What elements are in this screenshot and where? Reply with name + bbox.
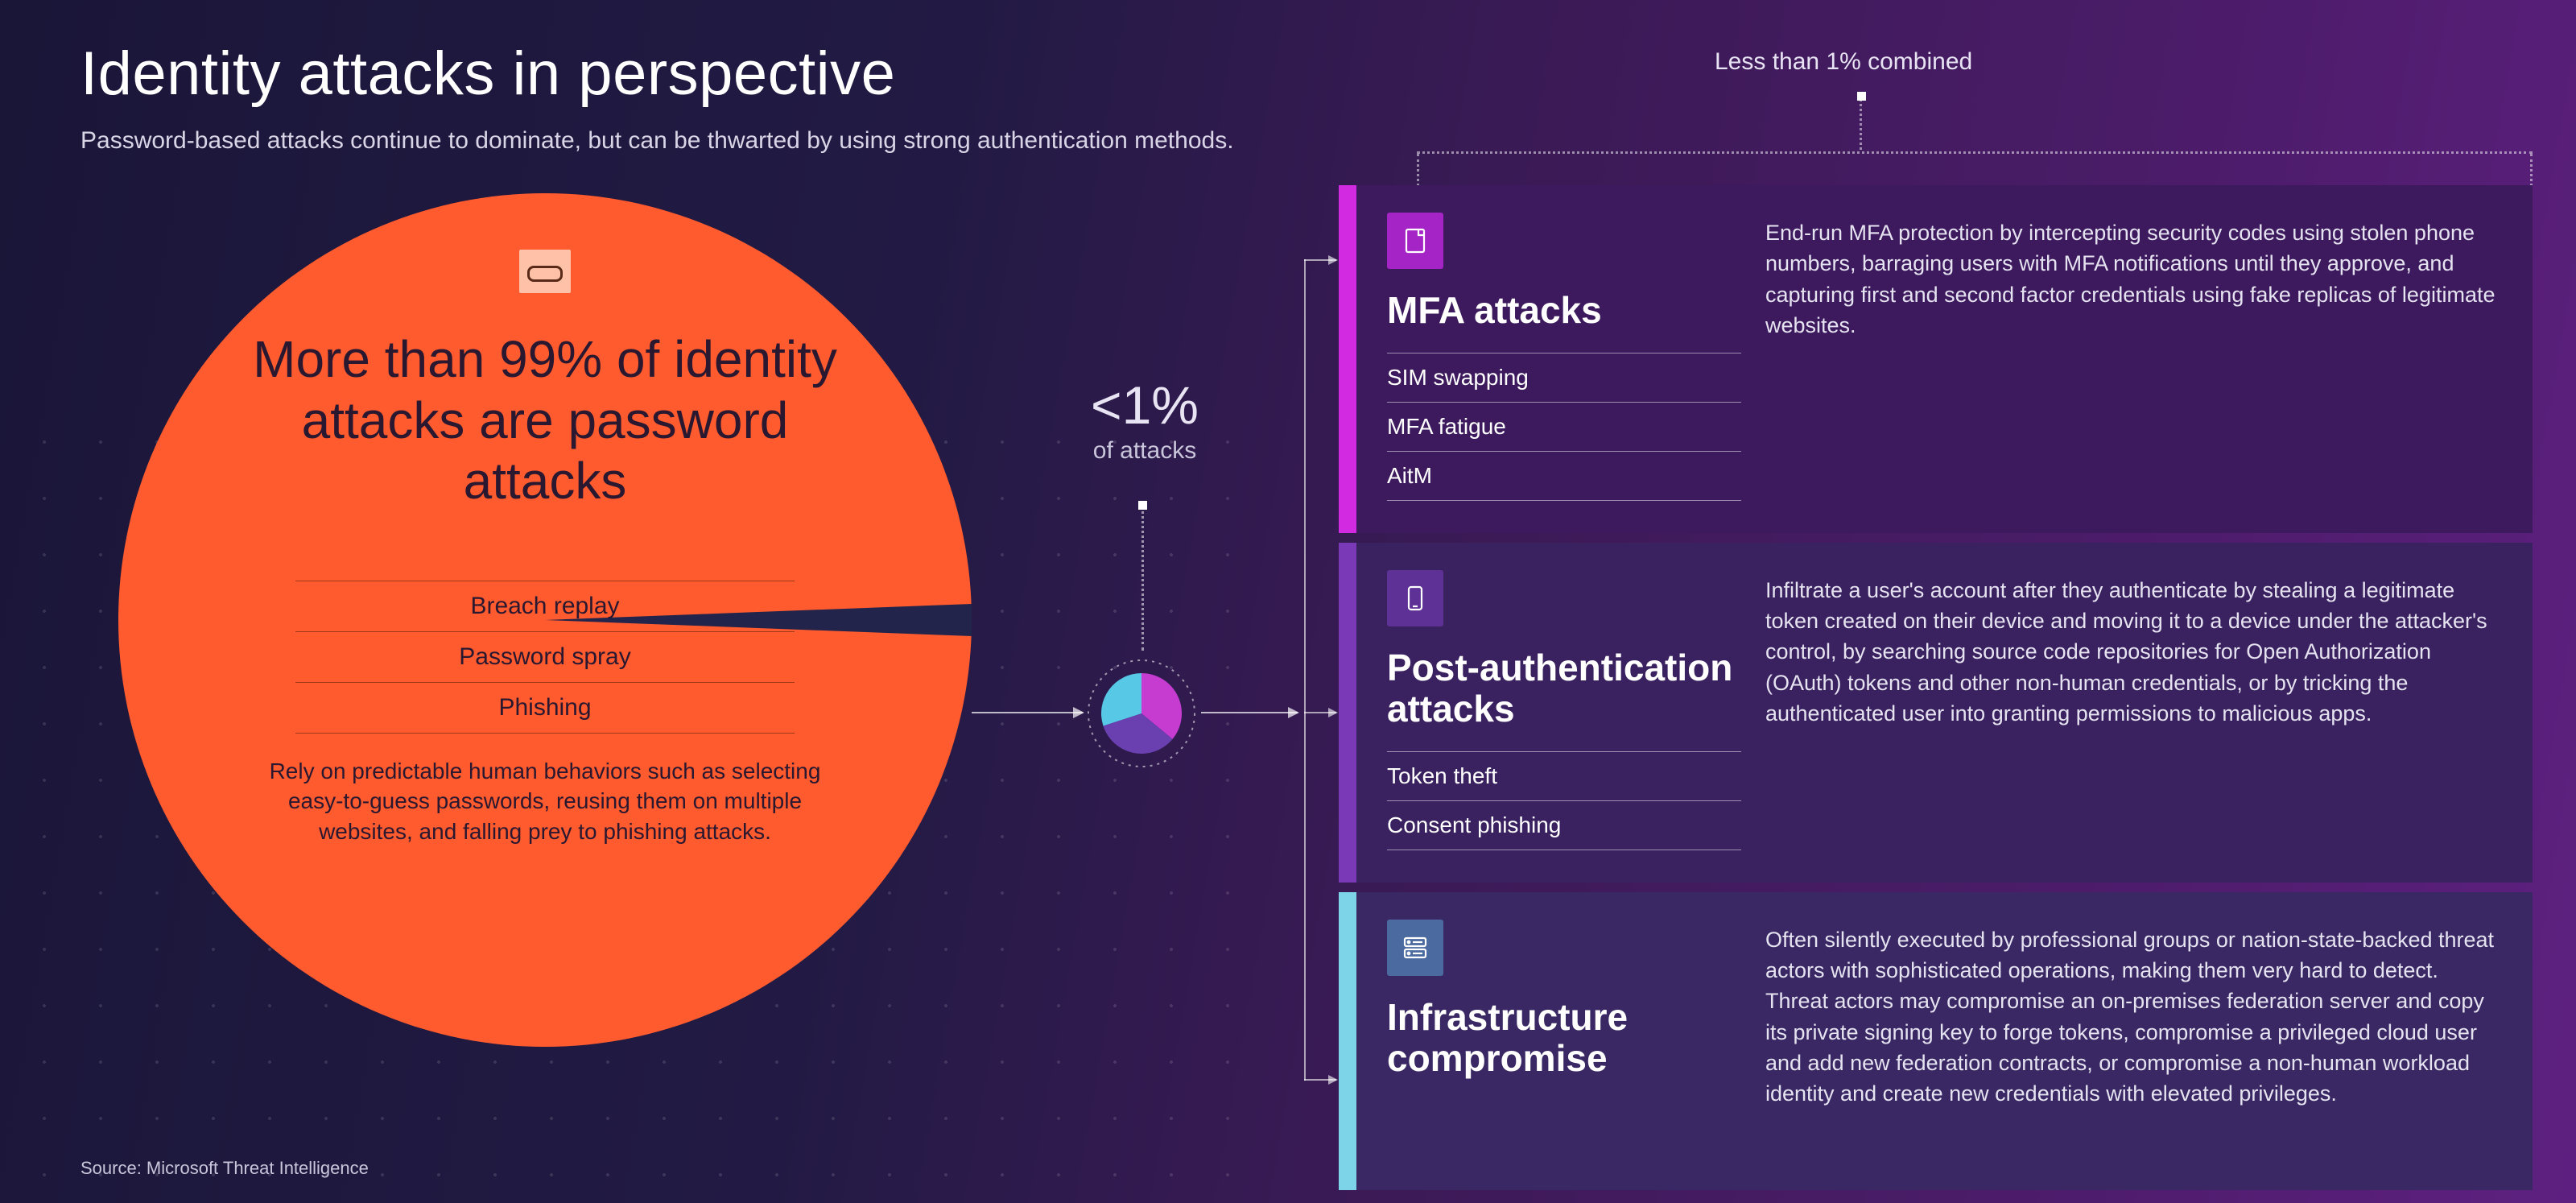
card-infrastructure-compromise: Infrastructure compromise Often silently … xyxy=(1339,892,2533,1190)
method-breach-replay: Breach replay xyxy=(295,581,795,631)
less-than-one-percent-label: <1% of attacks xyxy=(1064,374,1225,465)
lt1-caption: of attacks xyxy=(1064,437,1225,465)
card-right: End-run MFA protection by intercepting s… xyxy=(1741,213,2500,501)
card-methods: SIM swappingMFA fatigueAitM xyxy=(1387,353,1741,501)
card-left: Infrastructure compromise xyxy=(1387,920,1741,1158)
arrow-out-of-small-pie xyxy=(1201,712,1298,713)
card-accent-stripe xyxy=(1339,185,1356,533)
document-icon xyxy=(1387,213,1443,269)
server-icon xyxy=(1387,920,1443,976)
card-description: Infiltrate a user's account after they a… xyxy=(1765,575,2500,730)
card-method: Consent phishing xyxy=(1387,800,1741,850)
password-attack-methods: Breach replay Password spray Phishing xyxy=(295,581,795,734)
big-pie-content: More than 99% of identity attacks are pa… xyxy=(118,250,972,847)
card-method: MFA fatigue xyxy=(1387,402,1741,451)
card-title: MFA attacks xyxy=(1387,290,1741,332)
arrow-into-small-pie xyxy=(972,712,1083,713)
card-title: Post-authentication attacks xyxy=(1387,647,1741,730)
card-post-authentication-attacks: Post-authentication attacks Token theftCo… xyxy=(1339,543,2533,883)
card-accent-stripe xyxy=(1339,543,1356,883)
method-phishing: Phishing xyxy=(295,682,795,734)
card-description: End-run MFA protection by intercepting s… xyxy=(1765,217,2500,341)
card-left: Post-authentication attacks Token theftCo… xyxy=(1387,570,1741,850)
page-subtitle: Password-based attacks continue to domin… xyxy=(80,127,1234,155)
card-accent-stripe xyxy=(1339,892,1356,1190)
password-attacks-pie: More than 99% of identity attacks are pa… xyxy=(118,193,972,1047)
big-pie-description: Rely on predictable human behaviors such… xyxy=(263,756,827,847)
small-pie-slices xyxy=(1101,673,1182,754)
page-title: Identity attacks in perspective xyxy=(80,39,895,109)
card-title: Infrastructure compromise xyxy=(1387,997,1741,1080)
card-left: MFA attacks SIM swappingMFA fatigueAitM xyxy=(1387,213,1741,501)
password-icon xyxy=(519,250,571,293)
attack-category-cards: MFA attacksSIM swappingMFA fatigueAitMEn… xyxy=(1339,185,2533,1190)
source-attribution: Source: Microsoft Threat Intelligence xyxy=(80,1158,369,1179)
lt1-value: <1% xyxy=(1064,374,1225,436)
card-methods: Token theftConsent phishing xyxy=(1387,751,1741,850)
card-mfa-attacks: MFA attacksSIM swappingMFA fatigueAitMEn… xyxy=(1339,185,2533,533)
bracket-top xyxy=(1417,151,2533,154)
card-description: Often silently executed by professional … xyxy=(1765,924,2500,1110)
big-pie-headline: More than 99% of identity attacks are pa… xyxy=(223,329,867,512)
card-method: Token theft xyxy=(1387,751,1741,800)
card-right: Often silently executed by professional … xyxy=(1741,920,2500,1158)
small-breakdown-pie xyxy=(1085,657,1198,770)
dotted-connector-vertical xyxy=(1141,506,1144,651)
card-right: Infiltrate a user's account after they a… xyxy=(1741,570,2500,850)
top-combined-note: Less than 1% combined xyxy=(1715,48,1972,76)
bracket-stem xyxy=(1860,93,1862,150)
method-password-spray: Password spray xyxy=(295,631,795,682)
card-method: SIM swapping xyxy=(1387,353,1741,402)
card-method: AitM xyxy=(1387,451,1741,501)
fork-connector xyxy=(1304,259,1336,1081)
phone-icon xyxy=(1387,570,1443,626)
